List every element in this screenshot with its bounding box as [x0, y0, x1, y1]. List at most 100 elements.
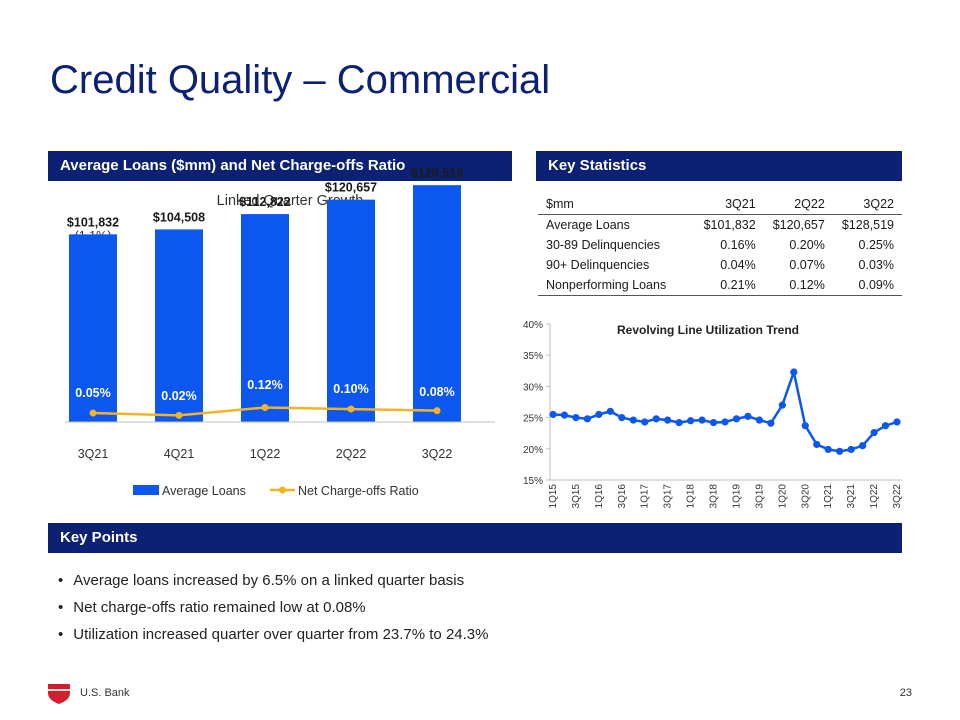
x-tick-label: 3Q16	[617, 484, 628, 509]
table-cell: 0.12%	[763, 275, 833, 296]
x-tick-label: 3Q20	[800, 484, 811, 509]
utilization-line-series	[552, 367, 898, 453]
utilization-point	[595, 410, 603, 419]
utilization-point	[583, 415, 591, 423]
bar-value-label: $101,832	[67, 215, 119, 229]
bar-value-label: $128,519	[411, 166, 463, 180]
utilization-point	[652, 415, 660, 423]
bar-value-label: $120,657	[325, 181, 377, 195]
footer-brand: U.S. Bank	[80, 687, 130, 699]
utilization-point	[836, 447, 844, 455]
utilization-point	[859, 442, 867, 450]
ratio-point	[261, 404, 269, 411]
x-tick-label: 1Q18	[686, 484, 697, 509]
ratio-point	[89, 409, 97, 417]
table-row: 30-89 Delinquencies 0.16% 0.20% 0.25%	[538, 235, 902, 255]
utilization-point	[560, 411, 569, 419]
utilization-point	[847, 445, 855, 454]
utilization-point	[801, 422, 809, 430]
row-label: Nonperforming Loans	[538, 275, 695, 296]
page-number: 23	[899, 687, 912, 699]
utilization-point	[618, 414, 626, 422]
table-row: Nonperforming Loans 0.21% 0.12% 0.09%	[538, 275, 902, 296]
column-header: 3Q21	[694, 194, 764, 215]
ratio-point	[175, 411, 183, 419]
utilization-chart: Revolving Line Utilization Trend 15% 20% 2…	[523, 320, 903, 509]
table-row: 90+ Delinquencies 0.04% 0.07% 0.03%	[538, 255, 902, 275]
utilization-point	[664, 416, 672, 424]
utilization-point	[893, 418, 901, 426]
x-tick-label: 3Q19	[754, 484, 765, 509]
table-cell: $128,519	[841, 218, 894, 232]
loans-chart-title: Linked Quarter Growth	[217, 193, 364, 209]
x-tick-label: 1Q22	[869, 484, 880, 509]
table-cell: 0.09%	[832, 275, 902, 296]
utilization-point	[824, 445, 832, 454]
column-header: $mm	[538, 194, 695, 215]
table-cell: 0.07%	[789, 258, 825, 272]
utilization-point	[721, 418, 729, 426]
table-cell: 0.16%	[720, 238, 756, 252]
y-tick-label: 35%	[523, 351, 543, 362]
x-tick-label: 1Q15	[548, 484, 559, 509]
loans-section-header: Average Loans ($mm) and Net Charge-offs …	[48, 151, 512, 181]
utilization-point	[709, 418, 718, 427]
utilization-point	[641, 418, 649, 426]
row-label: 30-89 Delinquencies	[546, 238, 660, 252]
utilization-point	[675, 418, 683, 427]
ratio-point	[347, 405, 355, 413]
table-cell: $101,832	[703, 218, 756, 232]
list-item: Utilization increased quarter over quart…	[58, 626, 488, 653]
ratio-value-label: 0.05%	[75, 386, 110, 400]
bar-value-label: $112,822	[239, 195, 290, 209]
x-category-label: 3Q22	[422, 447, 453, 461]
x-tick-label: 1Q21	[823, 484, 834, 509]
x-category-label: 3Q21	[78, 447, 109, 461]
x-tick-label: 1Q20	[777, 484, 788, 509]
utilization-point	[549, 410, 557, 419]
table-cell: 0.04%	[720, 258, 756, 272]
x-category-label: 1Q22	[250, 447, 281, 461]
x-tick-label: 1Q17	[640, 484, 651, 509]
x-tick-label: 3Q18	[709, 484, 720, 509]
x-tick-label: 3Q15	[571, 484, 582, 509]
utilization-chart-title: Revolving Line Utilization Trend	[617, 323, 799, 337]
x-tick-label: 3Q21	[846, 484, 857, 509]
page-title: Credit Quality – Commercial	[50, 58, 551, 102]
bar-average-loans	[155, 229, 203, 422]
utilization-point	[755, 416, 763, 424]
ratio-value-label: 0.10%	[333, 382, 368, 396]
utilization-point	[881, 422, 890, 430]
key-points-header: Key Points	[48, 523, 902, 553]
key-statistics-header: Key Statistics	[536, 151, 902, 181]
bar-average-loans	[69, 234, 117, 422]
utilization-point	[606, 407, 614, 415]
ratio-value-label: 0.08%	[419, 385, 454, 399]
table-cell: 0.21%	[694, 275, 764, 296]
bar-average-loans	[241, 214, 289, 422]
utilization-point	[870, 428, 878, 437]
x-category-label: 2Q22	[336, 447, 367, 461]
utilization-point	[687, 417, 695, 425]
key-points-list: Average loans increased by 6.5% on a lin…	[58, 572, 488, 653]
legend-swatch-bar	[133, 485, 159, 495]
key-statistics-table: $mm 3Q21 2Q22 3Q22 Average Loans $101,83…	[538, 194, 902, 296]
utilization-point	[572, 414, 580, 422]
x-category-label: 4Q21	[164, 447, 195, 461]
ratio-point	[433, 407, 441, 415]
utilization-point	[732, 415, 741, 423]
row-label: 90+ Delinquencies	[546, 258, 650, 272]
legend-label: Net Charge-offs Ratio	[298, 484, 419, 498]
utilization-point	[778, 401, 786, 409]
column-header: 2Q22	[763, 194, 833, 215]
x-tick-label: 3Q17	[663, 484, 674, 509]
table-cell: 0.20%	[789, 238, 825, 252]
loans-chart: Linked Quarter Growth (1.1%)2.6%8.0%6.9%…	[65, 166, 495, 498]
y-tick-label: 15%	[523, 476, 543, 487]
list-item: Average loans increased by 6.5% on a lin…	[58, 572, 488, 599]
utilization-point	[744, 412, 752, 420]
bar-average-loans	[327, 199, 375, 422]
utilization-point	[813, 440, 821, 449]
utilization-point	[698, 416, 706, 424]
y-tick-label: 30%	[523, 382, 543, 393]
